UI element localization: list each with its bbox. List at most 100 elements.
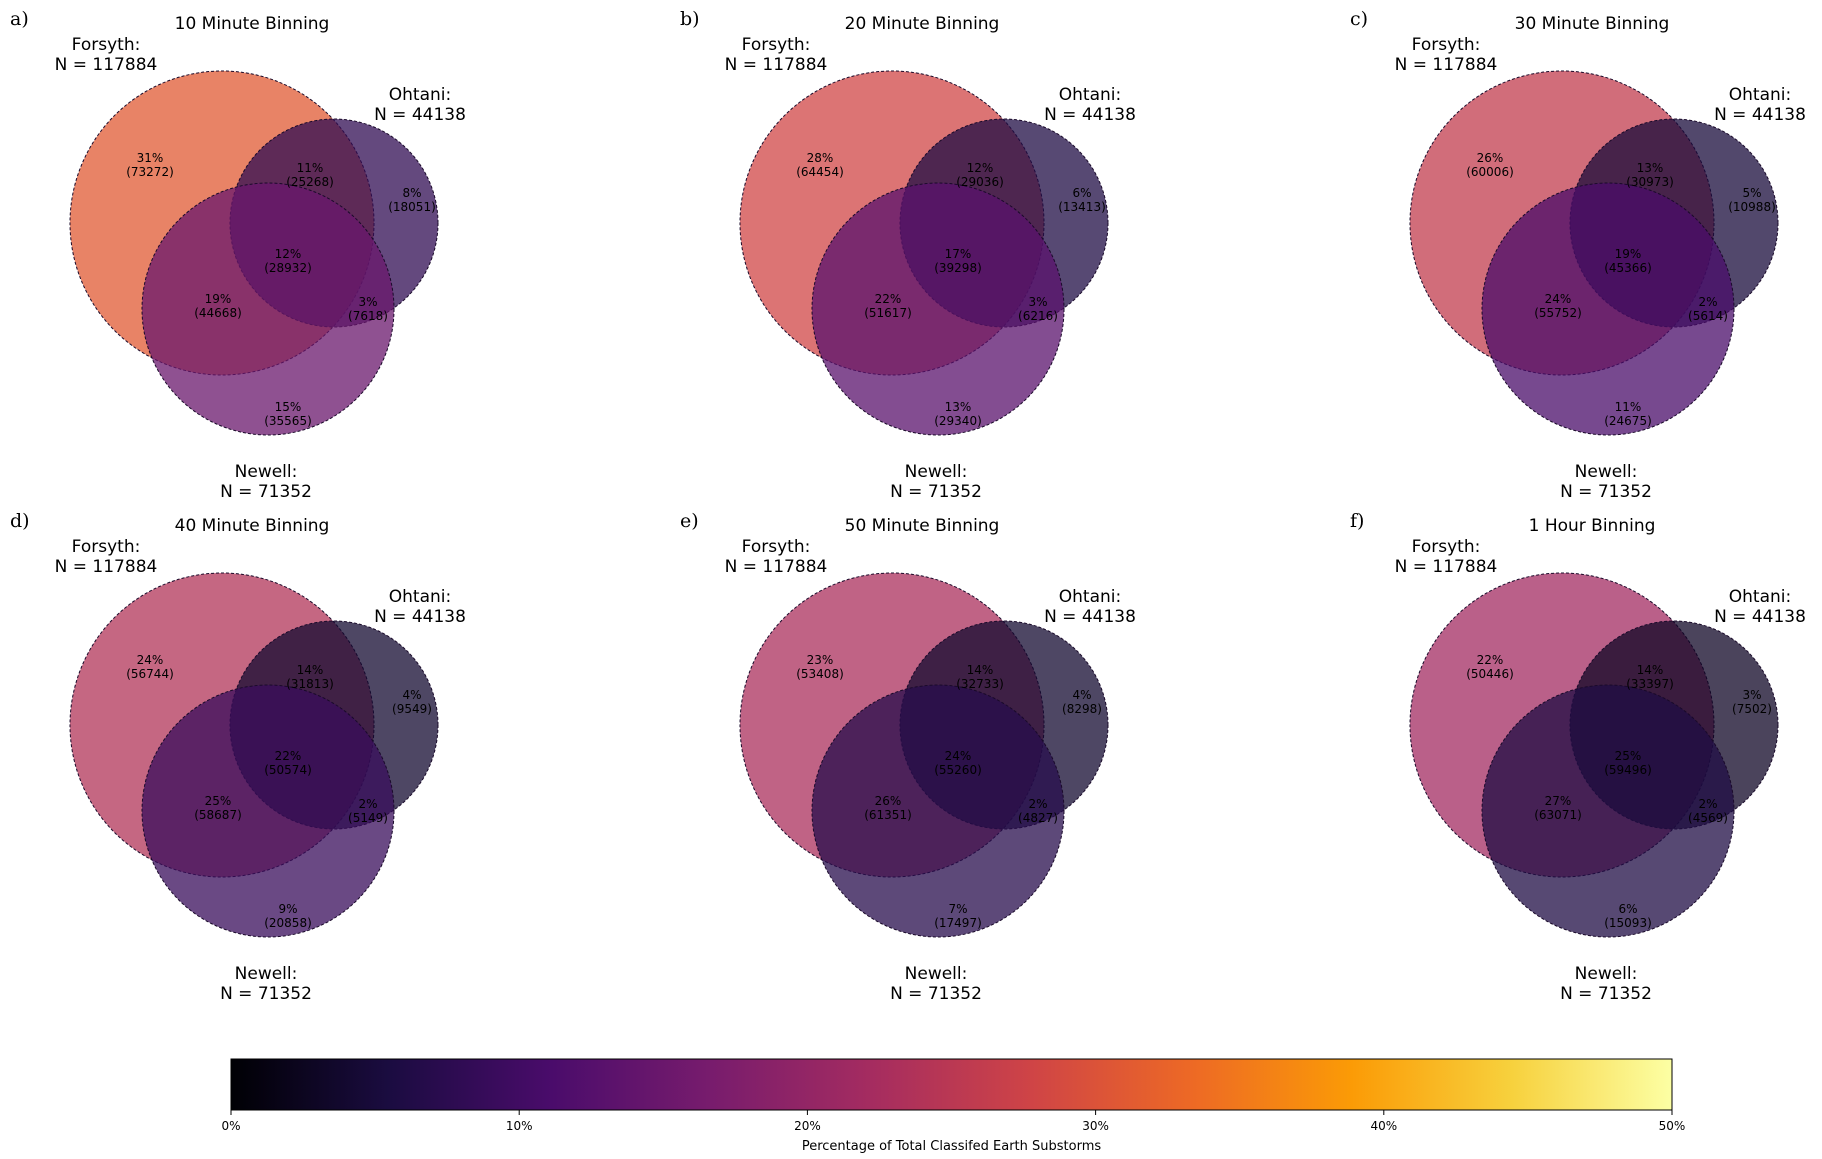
region-ohtani_only-percent: 4% [402,688,421,702]
region-forsyth_ohtani-percent: 14% [1637,663,1664,677]
panel-title: 20 Minute Binning [845,14,1000,34]
colorbar-tick-label: 50% [1659,1119,1686,1133]
region-newell_only-percent: 13% [945,400,972,414]
region-all_three-count: (55260) [934,763,982,777]
region-ohtani_newell-percent: 3% [1028,295,1047,309]
colorbar-tick-label: 40% [1370,1119,1397,1133]
region-forsyth_only-count: (56744) [126,667,174,681]
colorbar-axis-label: Percentage of Total Classifed Earth Subs… [802,1139,1102,1154]
region-forsyth_newell-count: (58687) [194,808,242,822]
venn-panel-c: c) 30 Minute Binning Forsyth:N = 117884 Oht… [1350,8,1806,502]
region-ohtani_newell-percent: 3% [358,295,377,309]
forsyth-set-count: N = 117884 [725,55,828,75]
panel-letter: c) [1350,8,1368,30]
region-forsyth_newell-count: (44668) [194,306,242,320]
ohtani-set-name: Ohtani: [389,85,451,105]
region-ohtani_newell-percent: 2% [358,797,377,811]
newell-set-name: Newell: [235,964,298,984]
region-newell_only-count: (15093) [1604,916,1652,930]
region-forsyth_only-percent: 24% [137,653,164,667]
newell-circle [141,684,395,938]
region-ohtani_only-count: (10988) [1728,200,1776,214]
venn-panel-f: f) 1 Hour Binning Forsyth:N = 117884 Ohtani… [1350,510,1806,1004]
region-all_three-count: (28932) [264,261,312,275]
region-newell_only-count: (20858) [264,916,312,930]
panel-title: 1 Hour Binning [1529,516,1656,536]
forsyth-set-count: N = 117884 [55,55,158,75]
region-forsyth_newell-percent: 22% [875,292,902,306]
forsyth-set-name: Forsyth: [742,537,811,557]
colorbar-tick-label: 10% [506,1119,533,1133]
region-all_three-percent: 12% [275,247,302,261]
region-ohtani_newell-percent: 2% [1028,797,1047,811]
region-ohtani_newell-count: (5614) [1688,309,1728,323]
ohtani-set-count: N = 44138 [1714,607,1806,627]
ohtani-set-name: Ohtani: [1059,85,1121,105]
region-newell_only-percent: 11% [1615,400,1642,414]
region-forsyth_ohtani-count: (25268) [286,175,334,189]
region-newell_only-percent: 9% [278,902,297,916]
ohtani-set-name: Ohtani: [389,587,451,607]
region-forsyth_only-count: (53408) [796,667,844,681]
newell-set-count: N = 71352 [1560,984,1652,1004]
region-ohtani_only-percent: 4% [1072,688,1091,702]
panel-letter: a) [10,8,29,30]
region-forsyth_ohtani-count: (29036) [956,175,1004,189]
region-forsyth_ohtani-percent: 13% [1637,161,1664,175]
colorbar-tick-label: 20% [794,1119,821,1133]
newell-circle [1481,182,1735,436]
region-all_three-percent: 22% [275,749,302,763]
region-ohtani_only-percent: 8% [402,186,421,200]
region-ohtani_newell-percent: 2% [1698,295,1717,309]
region-newell_only-count: (17497) [934,916,982,930]
newell-set-count: N = 71352 [220,984,312,1004]
colorbar: 0% 10% 20% 30% 40% 50% Percentage of Total Cla… [221,1058,1686,1154]
region-all_three-percent: 17% [945,247,972,261]
region-ohtani_only-count: (13413) [1058,200,1106,214]
ohtani-set-count: N = 44138 [374,607,466,627]
ohtani-set-name: Ohtani: [1729,587,1791,607]
region-ohtani_newell-count: (7618) [348,309,388,323]
newell-circle [1481,684,1735,938]
region-ohtani_only-percent: 3% [1742,688,1761,702]
region-newell_only-percent: 6% [1618,902,1637,916]
region-ohtani_only-count: (7502) [1732,702,1772,716]
panel-title: 30 Minute Binning [1515,14,1670,34]
panel-title: 40 Minute Binning [175,516,330,536]
region-forsyth_ohtani-percent: 14% [297,663,324,677]
forsyth-set-name: Forsyth: [742,35,811,55]
region-forsyth_ohtani-count: (31813) [286,677,334,691]
region-forsyth_only-count: (50446) [1466,667,1514,681]
panel-letter: d) [10,510,30,532]
panel-letter: f) [1350,510,1364,532]
region-newell_only-percent: 7% [948,902,967,916]
newell-set-name: Newell: [235,462,298,482]
region-forsyth_only-percent: 31% [137,151,164,165]
region-forsyth_only-count: (73272) [126,165,174,179]
region-forsyth_newell-count: (55752) [1534,306,1582,320]
region-forsyth_newell-count: (51617) [864,306,912,320]
region-ohtani_only-count: (18051) [388,200,436,214]
newell-circle [811,182,1065,436]
newell-set-count: N = 71352 [890,984,982,1004]
colorbar-gradient [230,1058,1673,1111]
venn-panel-e: e) 50 Minute Binning Forsyth:N = 117884 Oht… [680,510,1136,1004]
newell-circle [141,182,395,436]
region-all_three-percent: 19% [1615,247,1642,261]
region-ohtani_newell-percent: 2% [1698,797,1717,811]
ohtani-set-count: N = 44138 [374,105,466,125]
region-ohtani_newell-count: (4827) [1018,811,1058,825]
region-ohtani_newell-count: (6216) [1018,309,1058,323]
forsyth-set-name: Forsyth: [1412,35,1481,55]
region-ohtani_only-percent: 6% [1072,186,1091,200]
venn-panel-d: d) 40 Minute Binning Forsyth:N = 117884 Oht… [10,510,466,1004]
region-forsyth_newell-percent: 27% [1545,794,1572,808]
region-forsyth_only-percent: 22% [1477,653,1504,667]
region-ohtani_newell-count: (5149) [348,811,388,825]
region-newell_only-count: (29340) [934,414,982,428]
region-forsyth_ohtani-percent: 11% [297,161,324,175]
region-forsyth_only-count: (64454) [796,165,844,179]
newell-set-name: Newell: [905,964,968,984]
newell-set-name: Newell: [905,462,968,482]
